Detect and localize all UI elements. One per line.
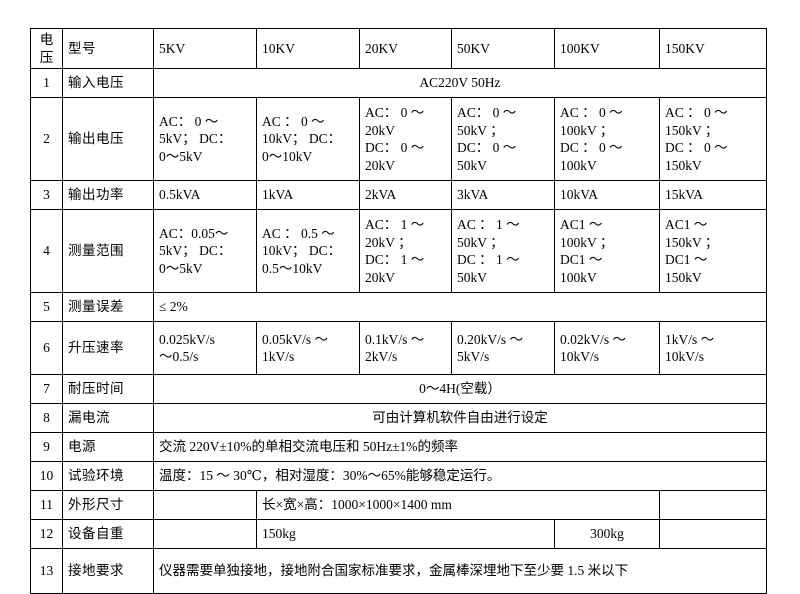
header-voltage-line1: 电: [39, 32, 54, 47]
table-row: 4 测量范围 AC：0.05～ 5kV； DC： 0～5kV AC ： 0.5 …: [30, 209, 767, 294]
table-row: 1 输入电压 AC220V 50Hz: [30, 68, 767, 99]
specification-table: 电压 型号 5KV 10KV 20KV 50KV 100KV 150KV 1 输…: [30, 27, 767, 594]
header-model-10kv: 10KV: [256, 27, 360, 70]
row-value-output-voltage-5kv: AC： 0 ～ 5kV； DC： 0～5kV: [153, 97, 257, 182]
row-value-output-power-50kv: 3kVA: [451, 180, 555, 211]
table-row: 13 接地要求 仪器需要单独接地，接地附合国家标准要求，金属棒深埋地下至少要 1…: [30, 548, 767, 594]
row-value-output-voltage-20kv: AC： 0 ～ 20kV DC： 0 ～ 20kV: [359, 97, 452, 182]
row-value-input-voltage: AC220V 50Hz: [153, 68, 767, 99]
row-index: 2: [30, 97, 63, 182]
row-index: 13: [30, 548, 63, 594]
row-value-grounding-requirement: 仪器需要单独接地，接地附合国家标准要求，金属棒深埋地下至少要 1.5 米以下: [153, 548, 767, 594]
row-item-label: 电源: [62, 432, 154, 463]
row-value-weight-300kg: 300kg: [554, 519, 660, 550]
row-item-label: 试验环境: [62, 461, 154, 492]
row-value-weight-150kg: 150kg: [256, 519, 555, 550]
row-item-label: 漏电流: [62, 403, 154, 434]
header-voltage-line2: 压: [39, 49, 54, 65]
header-model-5kv: 5KV: [153, 27, 257, 70]
row-value-weight-blank-right: [659, 519, 767, 550]
row-value-measure-range-20kv: AC： 1 ～ 20kV ； DC： 1 ～ 20kV: [359, 209, 452, 294]
row-value-measure-range-5kv: AC：0.05～ 5kV； DC： 0～5kV: [153, 209, 257, 294]
row-value-measure-range-50kv: AC ： 1 ～ 50kV ； DC ： 1 ～ 50kV: [451, 209, 555, 294]
row-value-measure-error: ≤ 2%: [153, 292, 767, 323]
row-index: 11: [30, 490, 63, 521]
table-row: 8 漏电流 可由计算机软件自由进行设定: [30, 403, 767, 434]
row-value-measure-range-100kv: AC1 ～ 100kV ； DC1 ～ 100kV: [554, 209, 660, 294]
row-index: 10: [30, 461, 63, 492]
row-value-ramp-rate-10kv: 0.05kV/s ～ 1kV/s: [256, 321, 360, 376]
row-item-label: 耐压时间: [62, 374, 154, 405]
row-item-label: 设备自重: [62, 519, 154, 550]
header-model-150kv: 150KV: [659, 27, 767, 70]
row-index: 6: [30, 321, 63, 376]
row-value-ramp-rate-150kv: 1kV/s ～ 10kV/s: [659, 321, 767, 376]
row-value-ramp-rate-100kv: 0.02kV/s ～ 10kV/s: [554, 321, 660, 376]
row-value-output-voltage-50kv: AC： 0 ～ 50kV ； DC： 0 ～ 50kV: [451, 97, 555, 182]
row-value-output-voltage-150kv: AC ： 0 ～ 150kV ； DC ： 0 ～ 150kV: [659, 97, 767, 182]
row-value-leakage-current: 可由计算机软件自由进行设定: [153, 403, 767, 434]
table-row: 9 电源 交流 220V±10%的单相交流电压和 50Hz±1%的频率: [30, 432, 767, 463]
row-value-dimension-blank-left: [153, 490, 257, 521]
row-value-output-power-150kv: 15kVA: [659, 180, 767, 211]
row-item-label: 升压速率: [62, 321, 154, 376]
row-item-label: 输出功率: [62, 180, 154, 211]
row-value-output-power-5kv: 0.5kVA: [153, 180, 257, 211]
table-row: 6 升压速率 0.025kV/s ～0.5/s 0.05kV/s ～ 1kV/s…: [30, 321, 767, 376]
table-row: 2 输出电压 AC： 0 ～ 5kV； DC： 0～5kV AC ： 0 ～ 1…: [30, 97, 767, 182]
row-index: 7: [30, 374, 63, 405]
row-value-withstand-time: 0～4H(空载）: [153, 374, 767, 405]
row-value-output-power-20kv: 2kVA: [359, 180, 452, 211]
row-index: 12: [30, 519, 63, 550]
header-model-50kv: 50KV: [451, 27, 555, 70]
row-value-output-power-10kv: 1kVA: [256, 180, 360, 211]
row-item-label: 输出电压: [62, 97, 154, 182]
row-index: 4: [30, 209, 63, 294]
row-item-label: 测量范围: [62, 209, 154, 294]
row-value-dimension-blank-right: [659, 490, 767, 521]
row-value-measure-range-10kv: AC ： 0.5 ～ 10kV； DC： 0.5～10kV: [256, 209, 360, 294]
table-row: 12 设备自重 150kg 300kg: [30, 519, 767, 550]
row-index: 8: [30, 403, 63, 434]
row-index: 1: [30, 68, 63, 99]
row-item-label: 测量误差: [62, 292, 154, 323]
row-value-ramp-rate-5kv: 0.025kV/s ～0.5/s: [153, 321, 257, 376]
header-model-100kv: 100KV: [554, 27, 660, 70]
row-value-weight-blank-left: [153, 519, 257, 550]
row-value-measure-range-150kv: AC1 ～ 150kV ； DC1 ～ 150kV: [659, 209, 767, 294]
row-value-test-environment: 温度：15 ～ 30℃，相对湿度：30%～65%能够稳定运行。: [153, 461, 767, 492]
table-header-row: 电压 型号 5KV 10KV 20KV 50KV 100KV 150KV: [30, 27, 767, 70]
row-index: 3: [30, 180, 63, 211]
header-model-20kv: 20KV: [359, 27, 452, 70]
row-item-label: 外形尺寸: [62, 490, 154, 521]
row-value-output-power-100kv: 10kVA: [554, 180, 660, 211]
row-index: 5: [30, 292, 63, 323]
table-row: 5 测量误差 ≤ 2%: [30, 292, 767, 323]
row-value-dimension: 长×宽×高：1000×1000×1400 mm: [256, 490, 660, 521]
header-voltage-cell: 电压: [30, 27, 63, 70]
table-row: 3 输出功率 0.5kVA 1kVA 2kVA 3kVA 10kVA 15kVA: [30, 180, 767, 211]
row-index: 9: [30, 432, 63, 463]
row-value-ramp-rate-20kv: 0.1kV/s ～ 2kV/s: [359, 321, 452, 376]
table-row: 11 外形尺寸 长×宽×高：1000×1000×1400 mm: [30, 490, 767, 521]
row-value-power-supply: 交流 220V±10%的单相交流电压和 50Hz±1%的频率: [153, 432, 767, 463]
row-value-output-voltage-100kv: AC ： 0 ～ 100kV ； DC ： 0 ～ 100kV: [554, 97, 660, 182]
row-value-output-voltage-10kv: AC ： 0 ～ 10kV； DC： 0～10kV: [256, 97, 360, 182]
table-row: 7 耐压时间 0～4H(空载）: [30, 374, 767, 405]
row-value-ramp-rate-50kv: 0.20kV/s ～ 5kV/s: [451, 321, 555, 376]
table-row: 10 试验环境 温度：15 ～ 30℃，相对湿度：30%～65%能够稳定运行。: [30, 461, 767, 492]
header-model-cell: 型号: [62, 27, 154, 70]
row-item-label: 输入电压: [62, 68, 154, 99]
row-item-label: 接地要求: [62, 548, 154, 594]
